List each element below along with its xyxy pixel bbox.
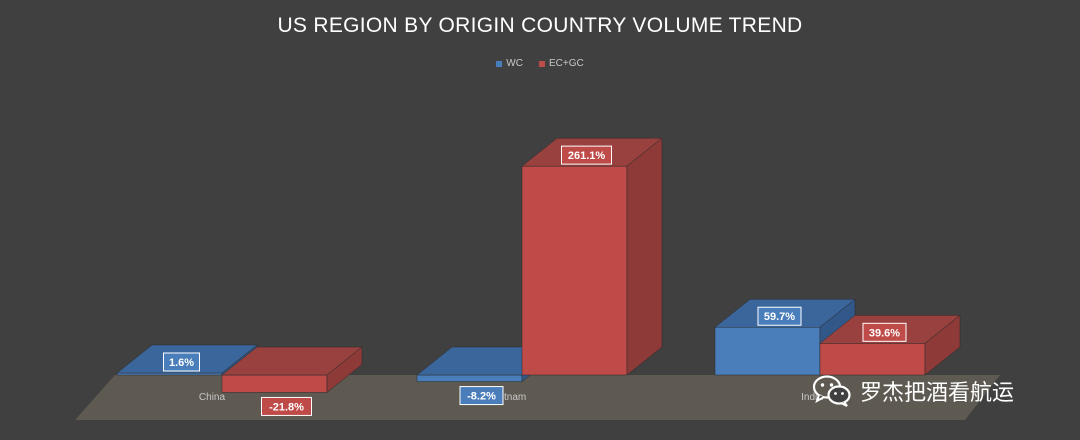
data-label-ecgc-india: 39.6% — [869, 327, 900, 339]
category-label-china: China — [199, 392, 226, 403]
data-label-ecgc-china: -21.8% — [269, 401, 304, 413]
data-label-wc-vietnam: -8.2% — [467, 391, 496, 403]
bar-side-ecgc-vietnam — [626, 137, 663, 376]
data-label-box-ecgc-vietnam — [561, 145, 612, 165]
wechat-icon — [812, 375, 851, 407]
category-label-india: India — [801, 392, 823, 403]
data-label-box-ecgc-india — [862, 322, 907, 342]
data-label-box-wc-vietnam — [459, 386, 504, 406]
legend-label-ecgc: EC+GC — [548, 58, 584, 69]
data-label-ecgc-vietnam: 261.1% — [568, 150, 606, 162]
data-label-box-ecgc-china — [261, 396, 312, 416]
watermark-text: 罗杰把酒看航运 — [860, 381, 1015, 406]
bar-front-wc-china — [116, 372, 223, 376]
bar-front-wc-vietnam — [416, 374, 523, 382]
bar-front-ecgc-vietnam — [521, 165, 628, 376]
data-label-wc-china: 1.6% — [169, 357, 194, 369]
legend-swatch-ecgc — [538, 60, 545, 67]
bar-front-ecgc-china — [221, 374, 328, 393]
legend-swatch-wc — [496, 60, 503, 67]
chart-title: US REGION BY ORIGIN COUNTRY VOLUME TREND — [277, 14, 803, 37]
legend-item-wc: WC — [496, 58, 523, 69]
watermark: 罗杰把酒看航运 — [812, 374, 1014, 408]
legend-item-ecgc: EC+GC — [538, 58, 584, 69]
data-label-box-wc-india — [757, 306, 802, 326]
category-label-vietnam: Vietnam — [490, 392, 527, 403]
bar-side-ecgc-china — [326, 346, 363, 393]
data-label-box-wc-china — [163, 352, 200, 372]
bar-front-wc-india — [714, 326, 821, 376]
chart-legend: WC EC+GC — [0, 58, 1080, 69]
legend-label-wc: WC — [506, 58, 523, 69]
data-label-wc-india: 59.7% — [764, 311, 795, 323]
bar-front-ecgc-india — [819, 343, 926, 376]
bar-side-ecgc-india — [924, 314, 961, 376]
